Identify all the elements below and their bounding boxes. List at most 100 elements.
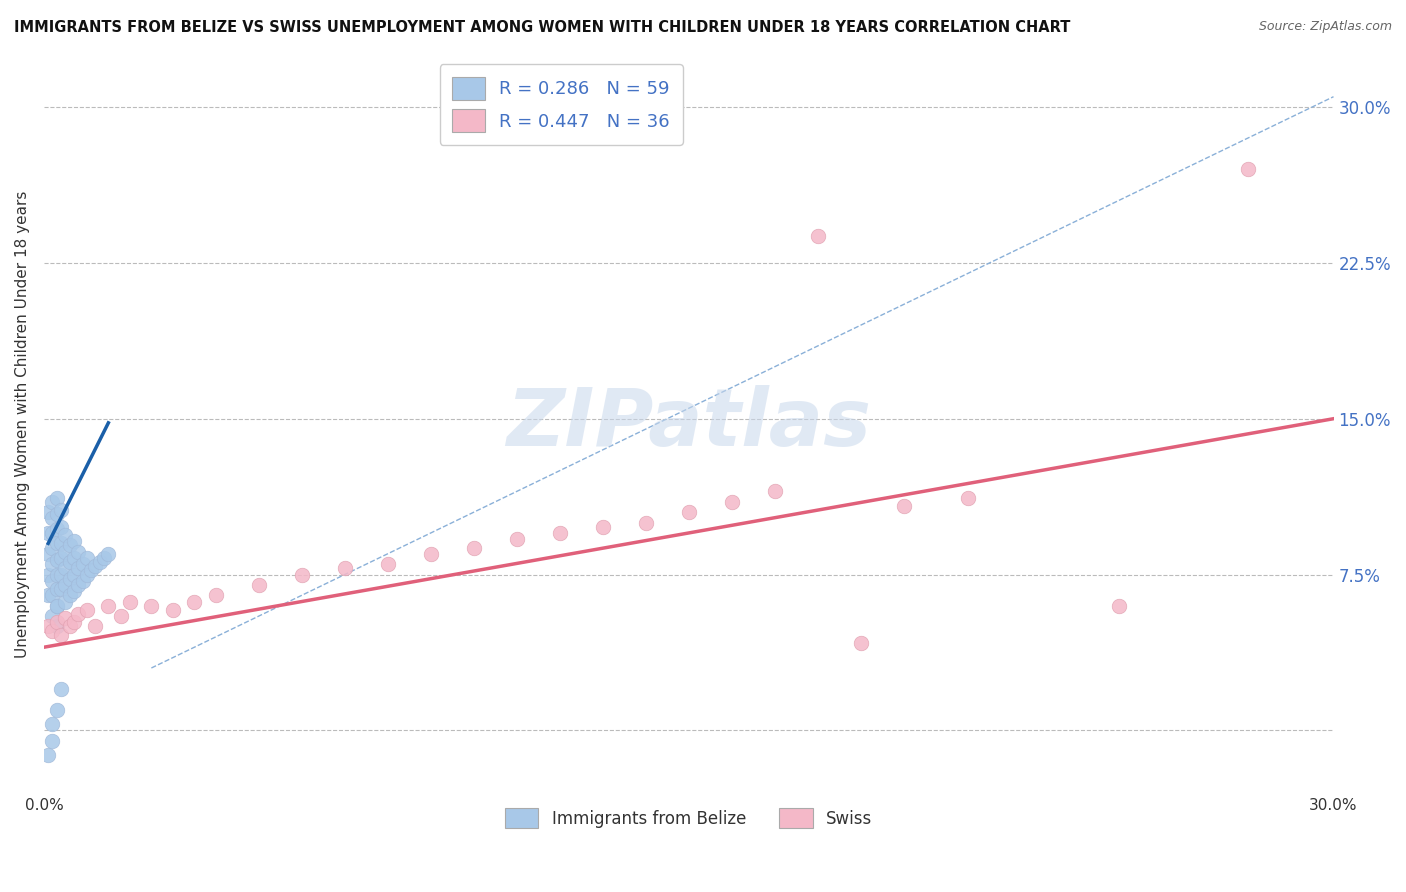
Point: [110, 609, 132, 624]
Point: [45, 567, 67, 582]
Point: [59, 538, 82, 552]
Point: [76, 567, 98, 582]
Point: [45, 599, 67, 613]
Point: [67, 578, 90, 592]
Point: [45, 599, 67, 613]
Point: [45, 536, 67, 550]
Point: [76, 603, 98, 617]
Point: [49, 503, 72, 517]
Point: [41, 557, 63, 571]
Point: [634, 516, 657, 530]
Point: [63, 567, 86, 582]
Point: [63, 584, 86, 599]
Point: [1236, 162, 1258, 177]
Point: [84, 559, 107, 574]
Point: [55, 594, 77, 608]
Point: [548, 525, 571, 540]
Point: [63, 534, 86, 549]
Point: [49, 536, 72, 550]
Point: [89, 555, 111, 569]
Point: [720, 495, 742, 509]
Point: [41, 588, 63, 602]
Point: [72, 574, 94, 588]
Point: [76, 550, 98, 565]
Point: [49, 582, 72, 596]
Point: [41, 717, 63, 731]
Point: [63, 615, 86, 630]
Point: [59, 555, 82, 569]
Point: [41, 495, 63, 509]
Point: [849, 636, 872, 650]
Point: [84, 619, 107, 633]
Point: [763, 484, 786, 499]
Point: [55, 611, 77, 625]
Point: [419, 547, 441, 561]
Point: [80, 563, 103, 577]
Point: [59, 619, 82, 633]
Point: [45, 508, 67, 522]
Point: [463, 541, 485, 555]
Point: [592, 520, 614, 534]
Point: [41, 624, 63, 638]
Point: [67, 607, 90, 621]
Point: [45, 702, 67, 716]
Point: [37, 547, 59, 561]
Point: [37, 748, 59, 763]
Point: [41, 511, 63, 525]
Point: [49, 520, 72, 534]
Point: [59, 572, 82, 586]
Point: [506, 532, 529, 546]
Point: [45, 582, 67, 596]
Point: [97, 599, 120, 613]
Point: [291, 567, 314, 582]
Point: [49, 567, 72, 582]
Point: [247, 578, 270, 592]
Point: [67, 561, 90, 575]
Point: [93, 550, 115, 565]
Text: IMMIGRANTS FROM BELIZE VS SWISS UNEMPLOYMENT AMONG WOMEN WITH CHILDREN UNDER 18 : IMMIGRANTS FROM BELIZE VS SWISS UNEMPLOY…: [14, 20, 1070, 35]
Point: [45, 553, 67, 567]
Point: [55, 561, 77, 575]
Point: [49, 628, 72, 642]
Point: [63, 550, 86, 565]
Point: [37, 619, 59, 633]
Point: [141, 599, 163, 613]
Point: [97, 547, 120, 561]
Point: [55, 578, 77, 592]
Y-axis label: Unemployment Among Women with Children Under 18 years: Unemployment Among Women with Children U…: [15, 190, 30, 657]
Point: [118, 594, 141, 608]
Point: [49, 681, 72, 696]
Point: [807, 228, 830, 243]
Point: [37, 505, 59, 519]
Point: [45, 619, 67, 633]
Legend: Immigrants from Belize, Swiss: Immigrants from Belize, Swiss: [496, 800, 880, 836]
Point: [183, 594, 205, 608]
Point: [72, 557, 94, 571]
Point: [41, 525, 63, 540]
Point: [377, 557, 399, 571]
Point: [1108, 599, 1130, 613]
Point: [41, 541, 63, 555]
Text: ZIPatlas: ZIPatlas: [506, 384, 872, 463]
Point: [41, 574, 63, 588]
Point: [67, 544, 90, 558]
Point: [893, 499, 915, 513]
Point: [37, 525, 59, 540]
Point: [957, 491, 980, 505]
Point: [45, 522, 67, 536]
Point: [205, 588, 228, 602]
Point: [41, 609, 63, 624]
Point: [333, 561, 356, 575]
Point: [41, 733, 63, 747]
Text: Source: ZipAtlas.com: Source: ZipAtlas.com: [1258, 20, 1392, 33]
Point: [45, 615, 67, 630]
Point: [55, 544, 77, 558]
Point: [37, 567, 59, 582]
Point: [55, 528, 77, 542]
Point: [162, 603, 184, 617]
Point: [45, 491, 67, 505]
Point: [59, 588, 82, 602]
Point: [678, 505, 700, 519]
Point: [37, 588, 59, 602]
Point: [49, 550, 72, 565]
